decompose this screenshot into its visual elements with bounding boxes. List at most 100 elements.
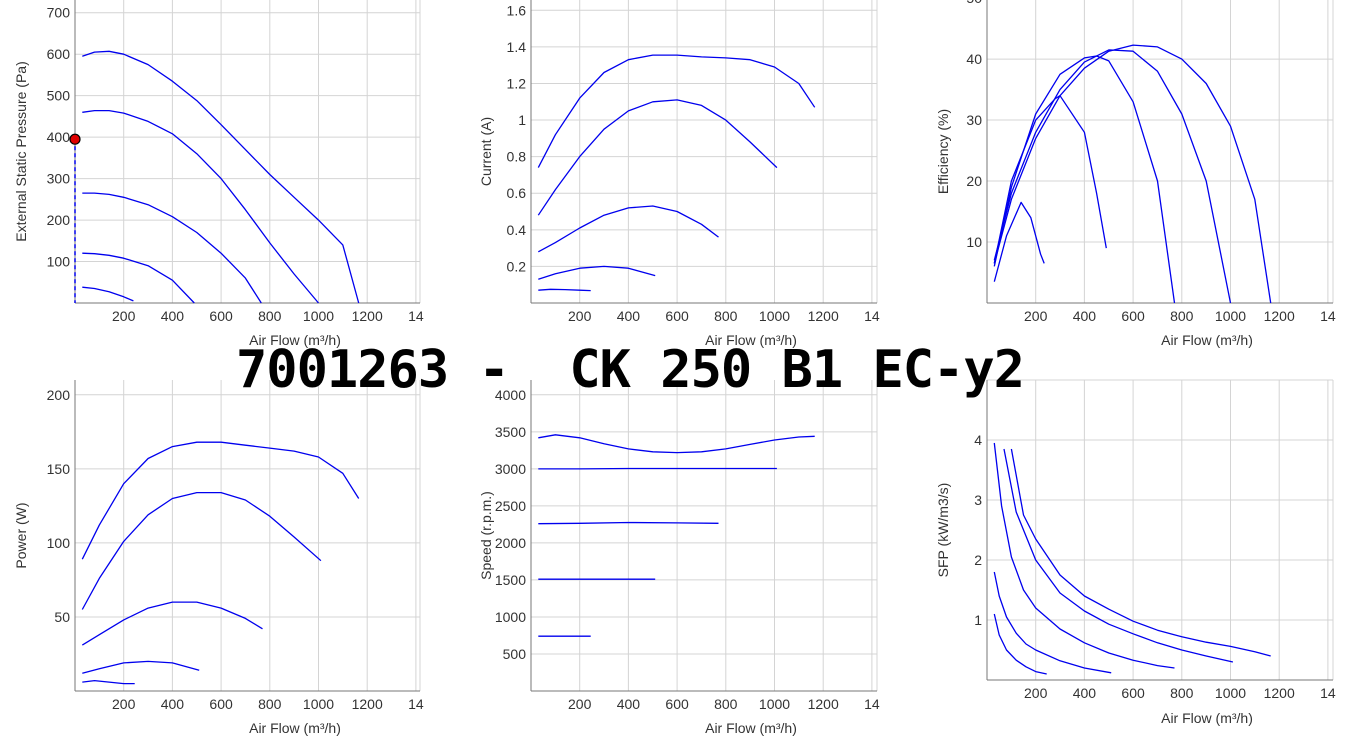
x-tick-label: 600 — [1121, 308, 1145, 324]
series-line-4 — [993, 95, 1107, 264]
series-line-2 — [993, 49, 1232, 304]
x-tick-label: 600 — [1121, 685, 1145, 701]
series-line-1 — [81, 441, 360, 560]
y-tick-label: 4000 — [495, 387, 526, 403]
series-line-4 — [538, 265, 656, 280]
series-line-3 — [538, 521, 719, 525]
y-tick-label: 10 — [966, 234, 982, 250]
series-line-3 — [993, 442, 1175, 669]
y-tick-label: 3000 — [495, 461, 526, 477]
y-tick-label: 100 — [47, 535, 71, 551]
y-axis-label: Efficiency (%) — [935, 109, 951, 194]
chart-efficiency: 200 400 600 800 1000 1200 14 10 20 30 40 50 Air Flow… — [935, 0, 1336, 348]
y-tick-label: 50 — [54, 609, 70, 625]
y-tick-label: 300 — [47, 171, 71, 187]
series-line-4 — [993, 571, 1112, 674]
series-line-1 — [537, 54, 816, 168]
x-axis-label: Air Flow (m³/h) — [1161, 710, 1253, 726]
y-tick-label: 100 — [47, 254, 71, 270]
x-tick-label: 400 — [161, 696, 185, 712]
y-tick-label: 0.4 — [507, 222, 527, 238]
y-tick-label: 2000 — [495, 535, 526, 551]
x-tick-label: 400 — [617, 696, 641, 712]
y-tick-label: 0.6 — [507, 185, 527, 201]
page-title: 7001263 - CK 250 B1 EC-y2 — [236, 340, 1025, 400]
series-line-1 — [82, 50, 360, 304]
x-tick-label: 1000 — [759, 308, 790, 324]
x-tick-label: 600 — [209, 308, 233, 324]
y-tick-label: 1.2 — [507, 75, 527, 91]
series-line-3 — [81, 601, 263, 646]
y-axis-label: SFP (kW/m3/s) — [935, 483, 951, 578]
x-tick-label: 1200 — [808, 696, 839, 712]
y-tick-label: 1.6 — [507, 2, 527, 18]
series-line-5 — [993, 613, 1047, 675]
y-tick-label: 4 — [974, 432, 982, 448]
y-tick-label: 500 — [503, 646, 527, 662]
x-tick-label: 400 — [1073, 308, 1097, 324]
x-tick-label: 1000 — [303, 696, 334, 712]
y-tick-label: 400 — [47, 129, 71, 145]
x-tick-label: 1000 — [303, 308, 334, 324]
y-tick-label: 600 — [47, 46, 71, 62]
chart-current: 200 400 600 800 1000 1200 14 0.2 0.4 0.6 0.8 1 1.2 1.… — [478, 0, 880, 348]
x-tick-label: 400 — [617, 308, 641, 324]
x-tick-label: 600 — [209, 696, 233, 712]
x-tick-label: 200 — [1024, 685, 1048, 701]
x-tick-label: 600 — [665, 308, 689, 324]
y-axis-label: Current (A) — [478, 117, 494, 186]
y-tick-label: 2500 — [495, 498, 526, 514]
x-tick-label: 1200 — [1264, 685, 1295, 701]
x-tick-label: 200 — [112, 308, 136, 324]
x-tick-label: 600 — [665, 696, 689, 712]
x-tick-label: 200 — [112, 696, 136, 712]
series-line-2 — [81, 491, 322, 610]
y-tick-label: 3 — [974, 492, 982, 508]
y-tick-label: 1500 — [495, 572, 526, 588]
series-line-3 — [82, 192, 262, 304]
x-tick-label: 1200 — [808, 308, 839, 324]
x-tick-label: 200 — [568, 308, 592, 324]
y-axis-label: External Static Pressure (Pa) — [13, 61, 29, 242]
series-line-5 — [993, 201, 1045, 282]
x-tick-label: 400 — [161, 308, 185, 324]
x-tick-label: 14 — [864, 696, 880, 712]
x-tick-label: 200 — [1024, 308, 1048, 324]
y-tick-label: 30 — [966, 112, 982, 128]
y-tick-label: 1 — [518, 112, 526, 128]
x-tick-label: 14 — [408, 308, 424, 324]
y-tick-label: 50 — [966, 0, 982, 6]
y-tick-label: 40 — [966, 51, 982, 67]
y-tick-label: 200 — [47, 212, 71, 228]
x-tick-label: 200 — [568, 696, 592, 712]
x-tick-label: 800 — [1170, 685, 1194, 701]
series-line-3 — [537, 205, 719, 253]
chart-power: 200 400 600 800 1000 1200 14 50 100 150 200 Air Flo… — [13, 380, 424, 736]
x-tick-label: 1000 — [1215, 308, 1246, 324]
y-tick-label: 5 — [974, 372, 982, 388]
y-tick-label: 3500 — [495, 424, 526, 440]
y-tick-label: 150 — [47, 461, 71, 477]
x-tick-label: 1000 — [759, 696, 790, 712]
x-tick-label: 1200 — [1264, 308, 1295, 324]
series-line-4 — [82, 660, 200, 674]
y-axis-label: Power (W) — [13, 502, 29, 568]
chart-pressure: 200 400 600 800 1000 1200 14 100 200 300 400 500 600… — [13, 0, 424, 348]
x-tick-label: 1000 — [1215, 685, 1246, 701]
series-line-2 — [1003, 448, 1234, 663]
x-axis-label: Air Flow (m³/h) — [1161, 332, 1253, 348]
series-line-1 — [993, 44, 1272, 304]
x-tick-label: 14 — [1320, 308, 1336, 324]
y-tick-label: 1.4 — [507, 39, 527, 55]
x-axis-label: Air Flow (m³/h) — [705, 332, 797, 348]
series-line-2 — [82, 109, 319, 304]
series-line-1 — [538, 434, 815, 454]
x-tick-label: 800 — [258, 696, 282, 712]
y-tick-label: 0.2 — [507, 258, 527, 274]
x-tick-label: 14 — [408, 696, 424, 712]
chart-speed: 200 400 600 800 1000 1200 14 500 1000 1500 2000 250… — [478, 380, 880, 736]
x-axis-label: Air Flow (m³/h) — [249, 720, 341, 736]
x-tick-label: 800 — [714, 308, 738, 324]
y-tick-label: 1000 — [495, 609, 526, 625]
